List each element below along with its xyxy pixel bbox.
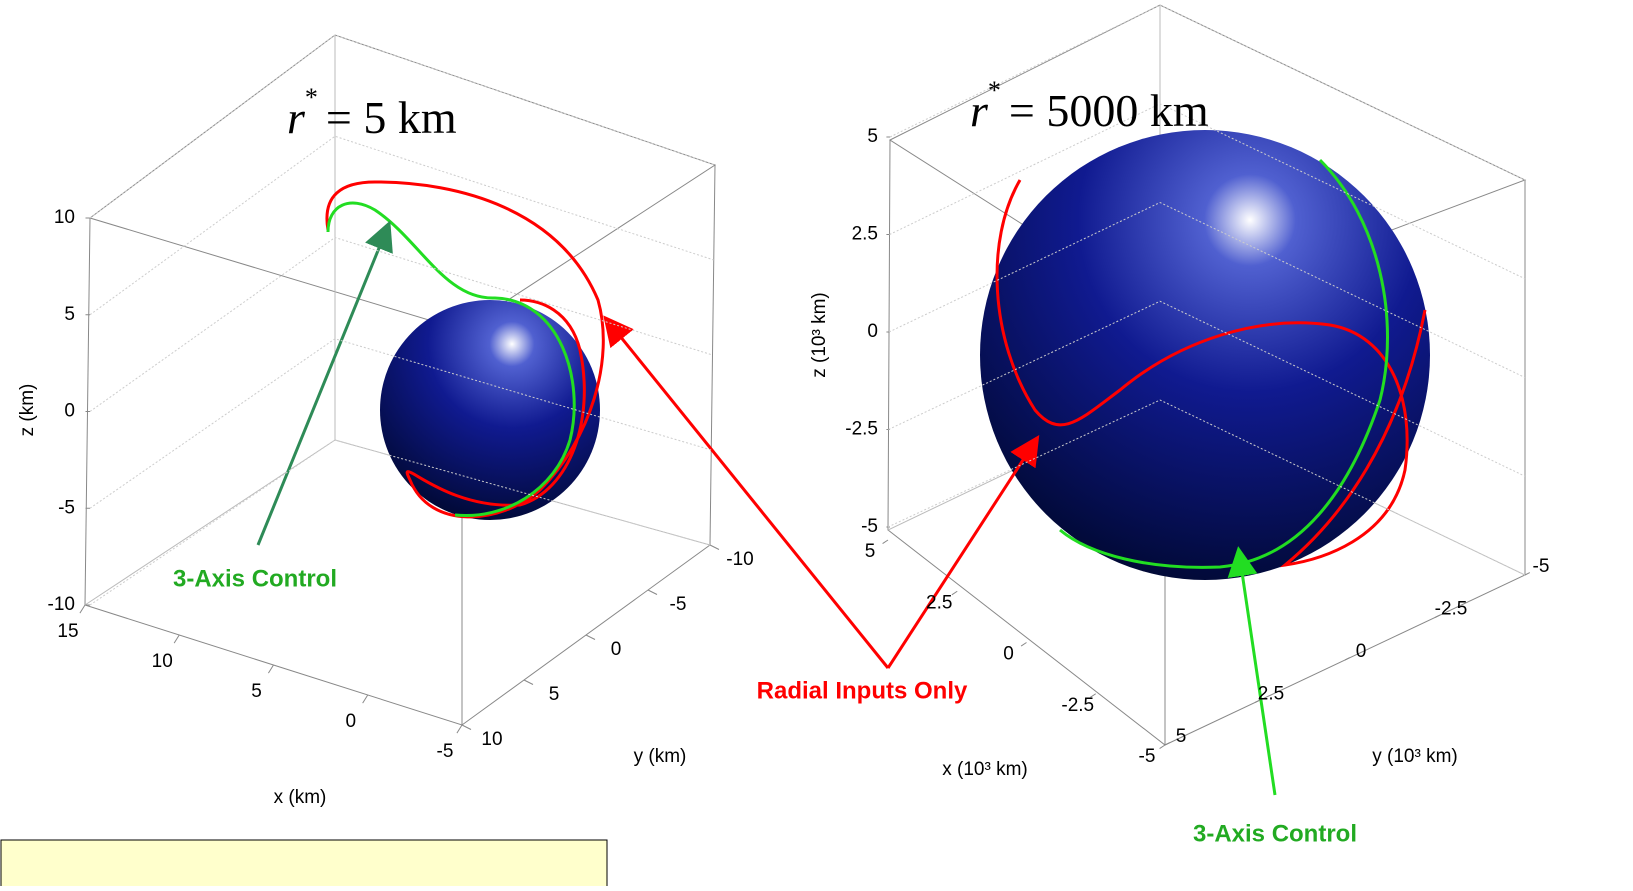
tick-mark	[883, 540, 888, 544]
z-tick-label: 10	[54, 207, 75, 228]
title-part: = 5000 km	[1009, 85, 1209, 136]
x-tick-label: 0	[1003, 644, 1014, 665]
z-tick-label: 5	[64, 304, 75, 325]
y-tick-label: 2.5	[1258, 684, 1284, 705]
y-tick-label: 0	[611, 639, 622, 660]
tick-mark	[1160, 745, 1165, 749]
tick-mark	[462, 725, 471, 730]
title-part: r	[970, 85, 989, 136]
y-tick-label: -10	[726, 549, 753, 570]
tick-mark	[952, 591, 957, 595]
arrow	[258, 226, 388, 545]
tick-mark	[363, 695, 368, 703]
x-axis-label: x (km)	[274, 787, 327, 808]
z-tick-label: -5	[58, 497, 75, 518]
x-tick-label: -5	[437, 741, 454, 762]
tick-mark	[80, 605, 85, 613]
title-part: *	[305, 83, 318, 112]
x-tick-label: 15	[57, 621, 78, 642]
y-tick-label: 0	[1356, 641, 1367, 662]
tick-mark	[524, 680, 533, 685]
title-part: *	[988, 76, 1001, 105]
x-axis-label: x (10³ km)	[942, 759, 1028, 780]
y-axis-label: y (km)	[634, 746, 687, 767]
x-tick-label: -5	[1139, 746, 1156, 767]
z-tick-label: -5	[861, 516, 878, 537]
title-part: r	[287, 92, 306, 143]
z-tick-label: 5	[867, 126, 878, 147]
annotation: 3-Axis Control	[1193, 820, 1357, 847]
x-tick-label: 0	[345, 711, 356, 732]
tick-mark	[174, 635, 179, 643]
tick-mark	[586, 635, 595, 640]
x-tick-label: 5	[865, 541, 876, 562]
tick-mark	[268, 665, 273, 673]
y-tick-label: 5	[549, 684, 560, 705]
z-tick-label: -2.5	[845, 419, 878, 440]
arrow	[888, 440, 1036, 668]
arrow	[607, 320, 888, 668]
annotation: 3-Axis Control	[173, 565, 337, 592]
tick-mark	[1021, 643, 1026, 647]
tick-mark	[1345, 658, 1350, 660]
y-tick-label: -5	[1533, 556, 1550, 577]
tick-mark	[1525, 573, 1530, 575]
figure: 3-Axis Control Radial Inputs Only 3-Axis…	[0, 0, 1633, 886]
z-axis-label: z (10³ km)	[809, 292, 830, 378]
z-tick-label: 0	[64, 401, 75, 422]
z-tick-label: -10	[48, 594, 75, 615]
tick-mark	[1165, 743, 1170, 745]
x-tick-label: 5	[251, 681, 262, 702]
tick-mark	[648, 590, 657, 595]
x-tick-label: 2.5	[926, 592, 952, 613]
y-tick-label: -2.5	[1435, 599, 1468, 620]
grid-line	[90, 136, 714, 315]
z-tick-label: 2.5	[852, 224, 878, 245]
sphere	[980, 130, 1430, 580]
arrow	[1239, 552, 1275, 795]
y-tick-label: 5	[1176, 726, 1187, 747]
x-tick-label: 10	[152, 651, 173, 672]
y-tick-label: 10	[481, 729, 502, 750]
title-part: = 5 km	[326, 92, 457, 143]
z-axis-label: z (km)	[17, 384, 38, 437]
z-tick-label: 0	[867, 321, 878, 342]
chart-title: r* = 5 km	[287, 83, 457, 143]
y-tick-label: -5	[670, 594, 687, 615]
tick-mark	[710, 545, 719, 550]
y-axis-label: y (10³ km)	[1372, 746, 1458, 767]
annotation: Radial Inputs Only	[757, 677, 968, 704]
chart-title: r* = 5000 km	[970, 76, 1209, 136]
x-tick-label: -2.5	[1061, 695, 1094, 716]
note-box	[1, 840, 607, 886]
tick-mark	[457, 725, 462, 733]
